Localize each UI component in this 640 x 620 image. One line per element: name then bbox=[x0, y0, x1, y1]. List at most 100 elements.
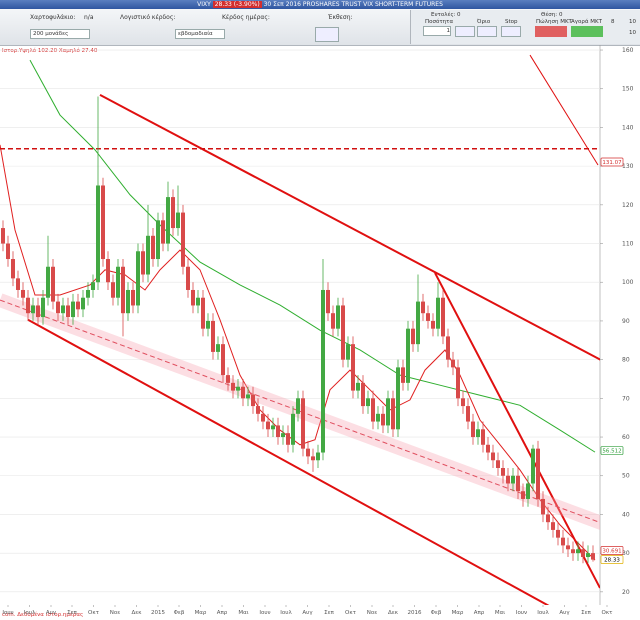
select[interactable]: 200 μονάδες bbox=[30, 29, 90, 39]
candle-body bbox=[531, 448, 535, 484]
candle-body bbox=[546, 514, 550, 523]
y-tick-label: 70 bbox=[622, 395, 630, 402]
candle-body bbox=[61, 305, 65, 314]
x-tick-label: Αυγ bbox=[559, 610, 570, 616]
y-tick-label: 120 bbox=[622, 202, 634, 209]
candle-body bbox=[256, 406, 260, 414]
candle-body bbox=[81, 297, 85, 310]
candle-body bbox=[491, 452, 495, 461]
x-tick-label: Ιουλ bbox=[537, 610, 549, 616]
candle-body bbox=[431, 320, 435, 329]
candle-body bbox=[281, 433, 285, 438]
x-tick-label: Ιουν bbox=[259, 610, 270, 616]
candle-body bbox=[371, 398, 375, 422]
candle-body bbox=[521, 491, 525, 499]
candle-body bbox=[211, 320, 215, 352]
x-tick-label: Νοε bbox=[110, 610, 120, 616]
candle-body bbox=[466, 406, 470, 422]
buy-button[interactable] bbox=[571, 26, 603, 37]
period-select[interactable]: εβδομαδιαία bbox=[175, 29, 225, 39]
button[interactable] bbox=[501, 26, 521, 37]
candle-body bbox=[161, 220, 165, 244]
select[interactable]: εβδομαδιαία bbox=[175, 29, 225, 39]
candle-body bbox=[551, 522, 555, 530]
candle-body bbox=[41, 297, 45, 318]
value: 10 bbox=[629, 19, 636, 25]
price-label-box bbox=[600, 157, 624, 167]
button[interactable] bbox=[477, 26, 497, 37]
candle-body bbox=[271, 425, 275, 430]
button[interactable] bbox=[455, 26, 475, 37]
candle-body bbox=[291, 413, 295, 445]
candle-body bbox=[156, 220, 160, 260]
label: Θέση: bbox=[541, 12, 558, 18]
quantity-input[interactable]: 1 bbox=[423, 26, 451, 36]
candle-body bbox=[56, 301, 60, 314]
candle-body bbox=[181, 212, 185, 267]
x-tick-label: Φεβ bbox=[431, 610, 442, 616]
candle-body bbox=[231, 382, 235, 391]
candle-body bbox=[346, 344, 350, 360]
candle-body bbox=[406, 328, 410, 383]
candle-body bbox=[276, 425, 280, 438]
candle-body bbox=[306, 448, 310, 457]
candle-body bbox=[311, 456, 315, 461]
candle-body bbox=[16, 278, 20, 290]
chart-type-button[interactable] bbox=[315, 27, 339, 42]
label: Ποσότητα bbox=[425, 19, 454, 25]
candle-body bbox=[341, 305, 345, 360]
label: Χαρτοφυλάκιο: bbox=[30, 14, 76, 21]
candle-body bbox=[526, 483, 530, 499]
candle-body bbox=[576, 549, 580, 554]
sell-button[interactable] bbox=[535, 26, 567, 37]
candle-body bbox=[461, 398, 465, 407]
label: Όριο bbox=[477, 19, 491, 25]
price: 28.33 (-3.90%) bbox=[212, 1, 262, 8]
candle-body bbox=[106, 259, 110, 283]
x-tick-label: Οκτ bbox=[602, 610, 614, 616]
candle-body bbox=[396, 367, 400, 430]
candle-body bbox=[126, 289, 130, 314]
candle-body bbox=[91, 282, 95, 290]
candle-body bbox=[11, 259, 15, 279]
line bbox=[99, 94, 600, 361]
candle-body bbox=[571, 549, 575, 554]
x-tick-label: Νοε bbox=[367, 610, 377, 616]
candle-body bbox=[296, 398, 300, 414]
candle-body bbox=[51, 266, 55, 302]
candle-body bbox=[381, 413, 385, 426]
candle-body bbox=[46, 266, 50, 298]
candle-body bbox=[386, 398, 390, 426]
symbol: VIXY bbox=[197, 1, 211, 8]
y-tick-label: 20 bbox=[622, 589, 630, 596]
candle-body bbox=[326, 289, 330, 314]
value: 8 bbox=[611, 19, 615, 25]
price-label: 131.07 bbox=[602, 160, 622, 166]
candle-body bbox=[421, 301, 425, 314]
candle-body bbox=[516, 475, 520, 492]
candle-body bbox=[471, 421, 475, 438]
candle-body bbox=[21, 289, 25, 298]
price-label: 28.33 bbox=[604, 558, 620, 564]
candle-body bbox=[586, 553, 590, 558]
candle-body bbox=[376, 413, 380, 422]
price-label-box bbox=[600, 555, 624, 564]
candle-body bbox=[566, 545, 570, 550]
candle-body bbox=[351, 344, 355, 391]
line bbox=[29, 59, 596, 453]
candle-body bbox=[251, 394, 255, 407]
candle-body bbox=[356, 382, 360, 391]
y-tick-label: 90 bbox=[622, 318, 630, 325]
x-tick-label: Φεβ bbox=[174, 610, 185, 616]
label: Λογιστικό κέρδος: bbox=[120, 14, 176, 21]
label: Εντολές: bbox=[431, 12, 456, 18]
candle-body bbox=[316, 452, 320, 461]
candle-body bbox=[506, 475, 510, 484]
candle-body bbox=[401, 367, 405, 383]
units-select[interactable]: 200 μονάδες bbox=[30, 29, 90, 39]
x-tick-label: Δεκ bbox=[132, 610, 143, 616]
candle-body bbox=[96, 185, 100, 283]
candle-body bbox=[196, 297, 200, 306]
candle-body bbox=[186, 266, 190, 290]
label: Αγορά ΜΚΤ bbox=[571, 19, 602, 25]
